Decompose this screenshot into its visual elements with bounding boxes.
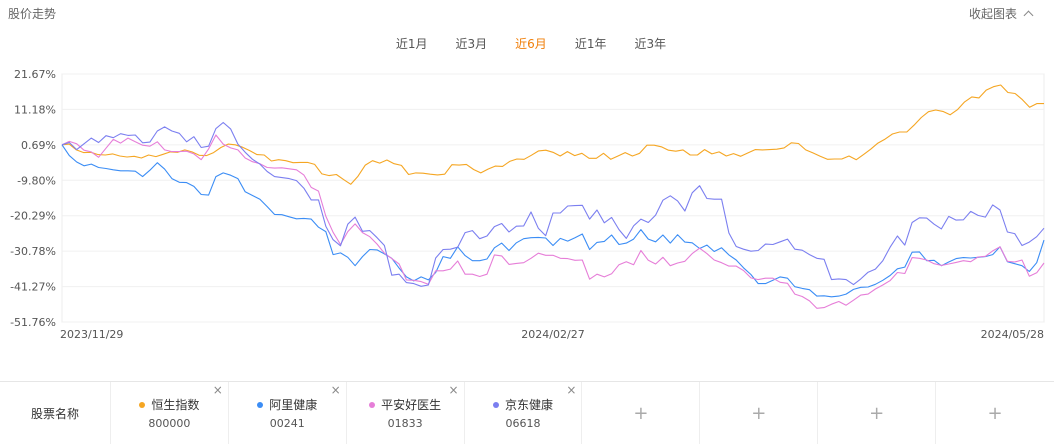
series-line-3 <box>61 121 1045 287</box>
add-stock-button[interactable]: + <box>582 382 701 444</box>
series-line-1 <box>61 144 1045 298</box>
x-tick-label: 2024/02/27 <box>521 328 584 341</box>
add-stock-button[interactable]: + <box>700 382 819 444</box>
x-tick-label: 2024/05/28 <box>981 328 1044 341</box>
tab-1-year[interactable]: 近1年 <box>574 37 607 51</box>
series-color-dot <box>257 401 264 408</box>
stock-code: 00241 <box>269 417 305 430</box>
close-icon[interactable]: × <box>212 383 223 397</box>
stock-compare-bar: 股票名称 × 恒生指数 800000 × 阿里健康 00241 × 平安好医生 … <box>0 381 1054 444</box>
y-tick-label: -41.27% <box>10 281 56 294</box>
y-tick-label: 0.69% <box>21 139 56 152</box>
stock-code: 01833 <box>387 417 423 430</box>
y-tick-label: 11.18% <box>14 103 56 116</box>
series-color-dot <box>139 401 146 408</box>
y-tick-label: 21.67% <box>14 68 56 81</box>
series-color-dot <box>493 401 499 408</box>
x-tick-label: 2023/11/29 <box>60 328 123 341</box>
close-icon[interactable]: × <box>330 383 341 397</box>
y-tick-label: -20.29% <box>10 210 56 223</box>
stock-name: 京东健康 <box>505 398 554 412</box>
chevron-up-icon <box>1023 10 1034 21</box>
collapse-chart-button[interactable]: 收起图表 <box>968 5 1034 22</box>
stock-name: 恒生指数 <box>151 398 200 412</box>
stock-slot-alihealth[interactable]: × 阿里健康 00241 <box>229 382 347 444</box>
stock-name-header: 股票名称 <box>0 382 111 444</box>
tab-3-years[interactable]: 近3年 <box>634 37 667 51</box>
tab-1-month[interactable]: 近1月 <box>395 37 428 51</box>
add-stock-button[interactable]: + <box>987 402 1003 424</box>
chart-section-title: 股价走势 <box>8 7 57 21</box>
tab-3-months[interactable]: 近3月 <box>455 37 488 51</box>
stock-name: 平安好医生 <box>381 398 442 412</box>
stock-slot-jdhealth[interactable]: × 京东健康 06618 <box>465 382 583 444</box>
stock-name: 阿里健康 <box>269 398 318 412</box>
plot-area <box>61 73 1045 323</box>
stock-code: 06618 <box>505 417 541 430</box>
close-icon[interactable]: × <box>566 383 577 397</box>
stock-price-chart: 21.67% 11.18% 0.69% -9.80% -20.29% -30.78% -41… <box>10 68 1045 341</box>
period-tabs: 近1月 近3月 近6月 近1年 近3年 <box>0 35 1054 52</box>
stock-slot-pinganhealth[interactable]: × 平安好医生 01833 <box>347 382 465 444</box>
series-line-0 <box>61 84 1044 185</box>
collapse-chart-label: 收起图表 <box>968 7 1017 21</box>
y-tick-label: -51.76% <box>10 316 56 329</box>
add-stock-button[interactable]: + <box>818 382 937 444</box>
stock-code: 800000 <box>148 417 191 430</box>
series-line-2 <box>61 134 1045 309</box>
y-tick-label: -9.80% <box>17 174 56 187</box>
stock-slot-hsi[interactable]: × 恒生指数 800000 <box>111 382 229 444</box>
y-tick-label: -30.78% <box>10 245 56 258</box>
close-icon[interactable]: × <box>448 383 459 397</box>
tab-6-months[interactable]: 近6月 <box>515 37 547 51</box>
series-color-dot <box>369 401 376 408</box>
